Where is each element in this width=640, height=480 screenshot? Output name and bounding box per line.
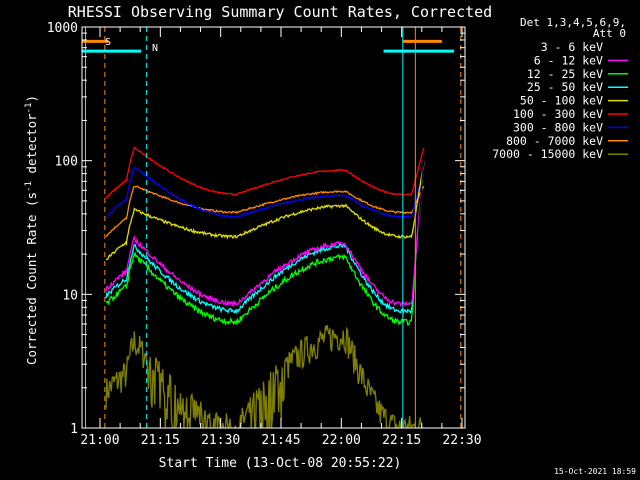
- y-tick-label: 10: [62, 288, 78, 303]
- y-axis-label: Corrected Count Rate (s-1 detector-1): [24, 95, 39, 365]
- x-tick-label: 22:00: [322, 433, 361, 448]
- series-line-6: [105, 146, 425, 199]
- y-tick-label: 1000: [47, 21, 78, 36]
- flag-label-s: S: [105, 37, 111, 48]
- legend-label: 6 - 12 keV: [534, 53, 603, 67]
- series-line-5: [105, 164, 425, 261]
- timestamp: 15-Oct-2021 18:59: [554, 467, 636, 476]
- legend-label: 50 - 100 keV: [520, 94, 603, 108]
- legend-label: 12 - 25 keV: [527, 67, 603, 81]
- series-line-7: [105, 166, 425, 219]
- legend-header-line: Att 0: [593, 27, 626, 40]
- legend-label: 3 - 6 keV: [541, 40, 603, 54]
- x-tick-label: 22:30: [442, 433, 481, 448]
- legend-label: 100 - 300 keV: [513, 107, 603, 121]
- y-tick-label: 100: [55, 155, 78, 170]
- series-line-3: [105, 161, 425, 327]
- series-line-8: [105, 185, 425, 238]
- legend-label: 25 - 50 keV: [527, 80, 603, 94]
- series-line-4: [105, 161, 425, 315]
- series-line-2: [105, 159, 425, 308]
- x-axis-label: Start Time (13-Oct-08 20:55:22): [159, 456, 402, 471]
- legend-label: 800 - 7000 keV: [506, 134, 603, 148]
- legend-label: 7000 - 15000 keV: [492, 147, 603, 161]
- x-tick-label: 21:45: [261, 433, 300, 448]
- series-line-1: [105, 158, 425, 346]
- flag-label-n: N: [152, 43, 158, 54]
- chart-title: RHESSI Observing Summary Count Rates, Co…: [68, 3, 492, 21]
- legend-label: 300 - 800 keV: [513, 120, 603, 134]
- y-tick-label: 1: [70, 422, 78, 437]
- x-tick-label: 21:00: [80, 433, 119, 448]
- x-tick-label: 21:15: [141, 433, 180, 448]
- series-line-9: [105, 324, 424, 428]
- x-tick-label: 22:15: [382, 433, 421, 448]
- x-tick-label: 21:30: [201, 433, 240, 448]
- plot-frame: [81, 26, 466, 429]
- legend-header-line: Det 1,3,4,5,6,9,: [520, 16, 626, 29]
